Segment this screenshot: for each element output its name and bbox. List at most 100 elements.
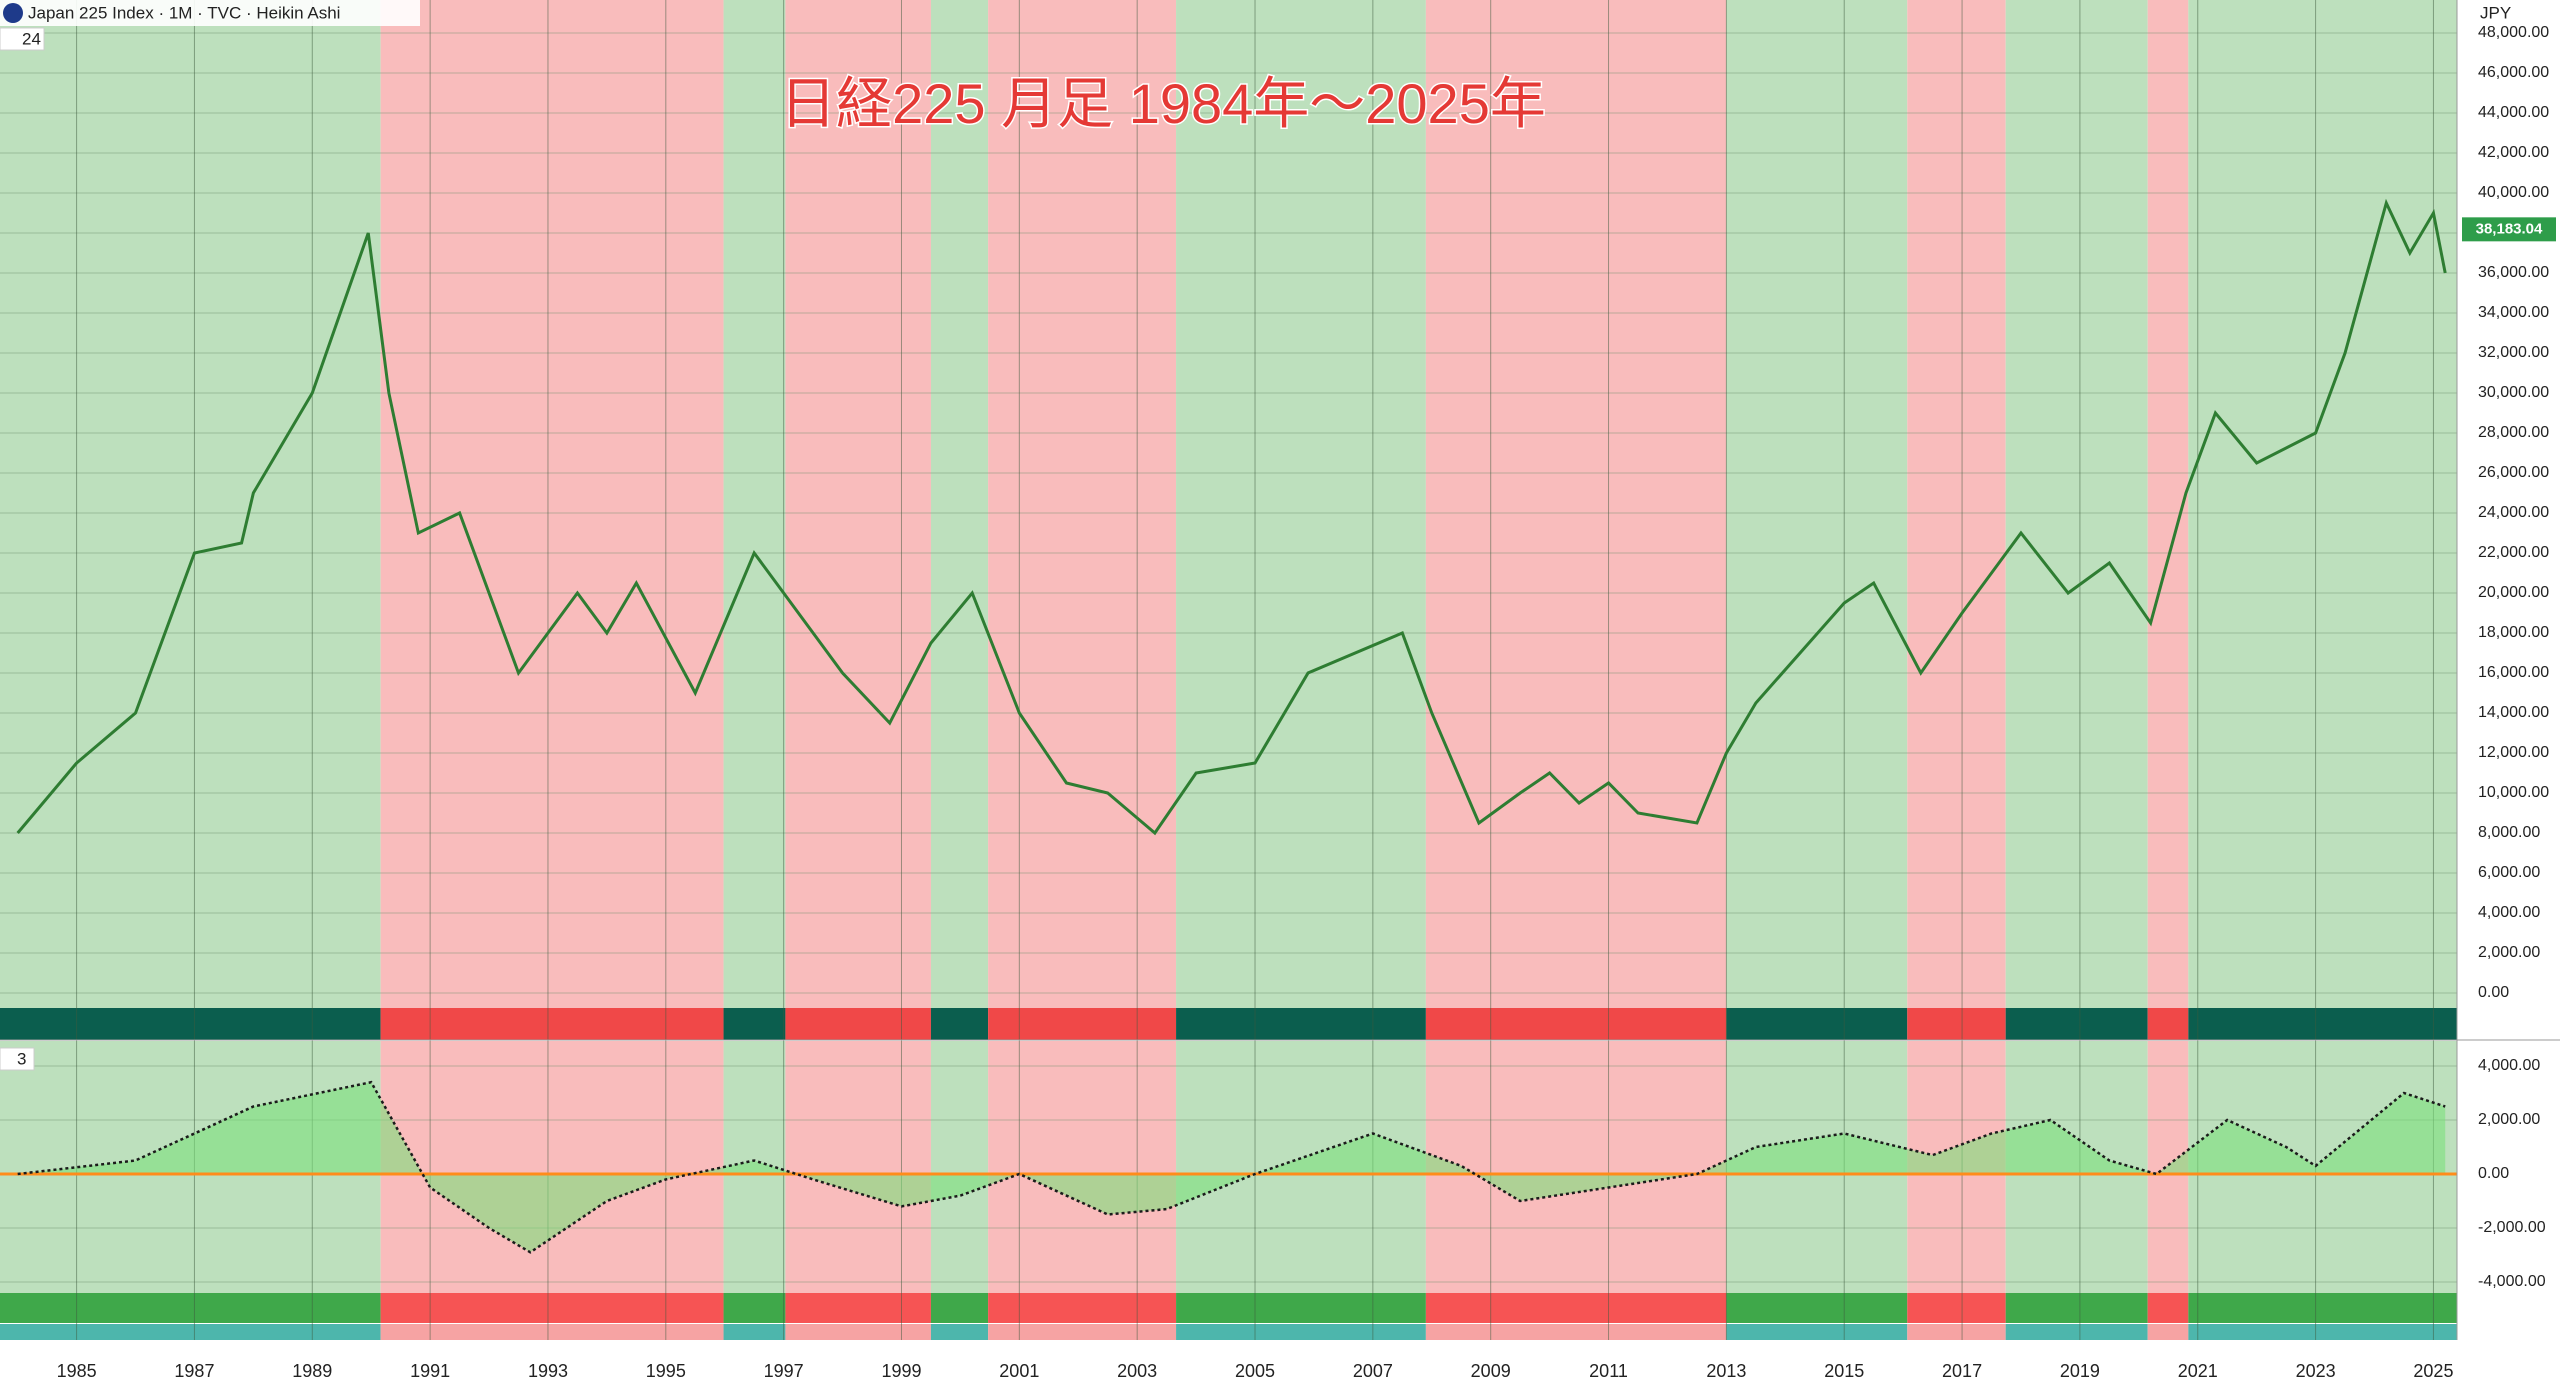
y-tick-label: 16,000.00 bbox=[2478, 664, 2549, 681]
x-tick-label: 2025 bbox=[2413, 1361, 2453, 1381]
last-price-box bbox=[2462, 217, 2556, 242]
y-tick-label: 32,000.00 bbox=[2478, 344, 2549, 361]
y-tick-label: 14,000.00 bbox=[2478, 704, 2549, 721]
y-tick-label: 28,000.00 bbox=[2478, 424, 2549, 441]
y-tick-label: 26,000.00 bbox=[2478, 464, 2549, 481]
trend-strip bbox=[2005, 1293, 2148, 1323]
region bbox=[0, 0, 381, 1008]
indicator-count[interactable]: 3 bbox=[17, 1049, 26, 1068]
y-tick-label: 46,000.00 bbox=[2478, 64, 2549, 81]
region bbox=[988, 0, 1177, 1008]
symbol-icon bbox=[3, 3, 23, 23]
trend-strip bbox=[988, 1008, 1177, 1040]
x-tick-label: 1985 bbox=[57, 1361, 97, 1381]
y-tick-label: 44,000.00 bbox=[2478, 104, 2549, 121]
y-tick-label: 18,000.00 bbox=[2478, 624, 2549, 641]
x-tick-label: 1987 bbox=[174, 1361, 214, 1381]
trend-strip bbox=[1176, 1293, 1426, 1323]
marks bbox=[0, 198, 2457, 1254]
region bbox=[1726, 0, 1908, 1008]
region bbox=[785, 0, 931, 1008]
x-tick-label: 2011 bbox=[1589, 1361, 1628, 1381]
symbol[interactable]: Japan 225 Index · 1M · TVC · Heikin Ashi bbox=[28, 3, 340, 22]
trend-strip bbox=[0, 1008, 381, 1040]
trend-strip bbox=[723, 1008, 786, 1040]
y-tick-label: 40,000.00 bbox=[2478, 184, 2549, 201]
trend-strip bbox=[1726, 1293, 1908, 1323]
trend-strip bbox=[785, 1008, 931, 1040]
trend-strip bbox=[1726, 1008, 1908, 1040]
x-tick-label: 2021 bbox=[2178, 1361, 2218, 1381]
y-tick-label: 4,000.00 bbox=[2478, 1057, 2540, 1074]
region bbox=[785, 1041, 931, 1293]
y-tick-label: 24,000.00 bbox=[2478, 504, 2549, 521]
region bbox=[988, 1041, 1177, 1293]
region bbox=[2188, 0, 2457, 1008]
y-tick-label: 8,000.00 bbox=[2478, 824, 2540, 841]
y-tick-label: 4,000.00 bbox=[2478, 904, 2540, 921]
trend-strip bbox=[2005, 1008, 2148, 1040]
x-tick-label: 1999 bbox=[881, 1361, 921, 1381]
y-tick-label: 48,000.00 bbox=[2478, 24, 2549, 41]
region bbox=[380, 1041, 724, 1293]
region bbox=[930, 1041, 989, 1293]
x-tick-label: 2003 bbox=[1117, 1361, 1157, 1381]
x-tick-label: 2015 bbox=[1824, 1361, 1864, 1381]
region bbox=[1176, 0, 1426, 1008]
trend-strip bbox=[2188, 1293, 2457, 1323]
y-tick-label: 30,000.00 bbox=[2478, 384, 2549, 401]
region bbox=[380, 0, 724, 1008]
trend-strip bbox=[1907, 1008, 2006, 1040]
y-tick-label: 0.00 bbox=[2478, 984, 2509, 1001]
header-box[interactable] bbox=[0, 0, 420, 26]
x-tick-label: 1989 bbox=[292, 1361, 332, 1381]
y-tick-label: 34,000.00 bbox=[2478, 304, 2549, 321]
grid bbox=[0, 0, 2457, 1340]
x-tick-label: 2007 bbox=[1353, 1361, 1393, 1381]
x-tick-label: 1997 bbox=[764, 1361, 804, 1381]
time-axis-panel bbox=[0, 1340, 2560, 1392]
region bbox=[2005, 0, 2148, 1008]
x-tick-label: 2023 bbox=[2296, 1361, 2336, 1381]
x-tick-label: 2005 bbox=[1235, 1361, 1275, 1381]
y-tick-label: 10,000.00 bbox=[2478, 784, 2549, 801]
chart-title: 日経225 月足 1984年～2025年 bbox=[780, 72, 1546, 135]
trend-strip bbox=[1425, 1008, 1727, 1040]
x-tick-label: 2017 bbox=[1942, 1361, 1982, 1381]
trend-strip bbox=[2188, 1008, 2457, 1040]
trend-strip bbox=[930, 1008, 989, 1040]
trend-strip bbox=[380, 1293, 724, 1323]
region bbox=[1425, 0, 1727, 1008]
x-tick-label: 2019 bbox=[2060, 1361, 2100, 1381]
currency: JPY bbox=[2480, 3, 2511, 22]
y-tick-label: 2,000.00 bbox=[2478, 1111, 2540, 1128]
y-tick-label: 6,000.00 bbox=[2478, 864, 2540, 881]
x-tick-label: 2001 bbox=[999, 1361, 1039, 1381]
y-tick-label: 0.00 bbox=[2478, 1165, 2509, 1182]
last-price-label: 38,183.04 bbox=[2476, 220, 2543, 237]
y-tick-label: 20,000.00 bbox=[2478, 584, 2549, 601]
y-tick-label: -4,000.00 bbox=[2478, 1273, 2546, 1290]
oscillator-area bbox=[17, 1082, 2446, 1253]
indicator-count[interactable]: 24 bbox=[22, 29, 41, 48]
region bbox=[930, 0, 989, 1008]
region bbox=[1425, 1041, 1727, 1293]
y-tick-label: 36,000.00 bbox=[2478, 264, 2549, 281]
oscillator-line bbox=[17, 1080, 2446, 1254]
x-tick-label: 1993 bbox=[528, 1361, 568, 1381]
indicator-box[interactable] bbox=[0, 1047, 35, 1071]
trend-strip bbox=[2147, 1008, 2189, 1040]
y-tick-label: 12,000.00 bbox=[2478, 744, 2549, 761]
y-tick-label: -2,000.00 bbox=[2478, 1219, 2546, 1236]
price-line bbox=[16, 198, 2447, 836]
indicator-box[interactable] bbox=[0, 27, 45, 51]
y-tick-label: 2,000.00 bbox=[2478, 944, 2540, 961]
y-tick-label: 22,000.00 bbox=[2478, 544, 2549, 561]
trend-strip bbox=[1425, 1293, 1727, 1323]
trend-strip bbox=[0, 1293, 381, 1323]
trend-strip bbox=[1176, 1008, 1426, 1040]
trend-strip bbox=[930, 1293, 989, 1323]
y-tick-label: 42,000.00 bbox=[2478, 144, 2549, 161]
